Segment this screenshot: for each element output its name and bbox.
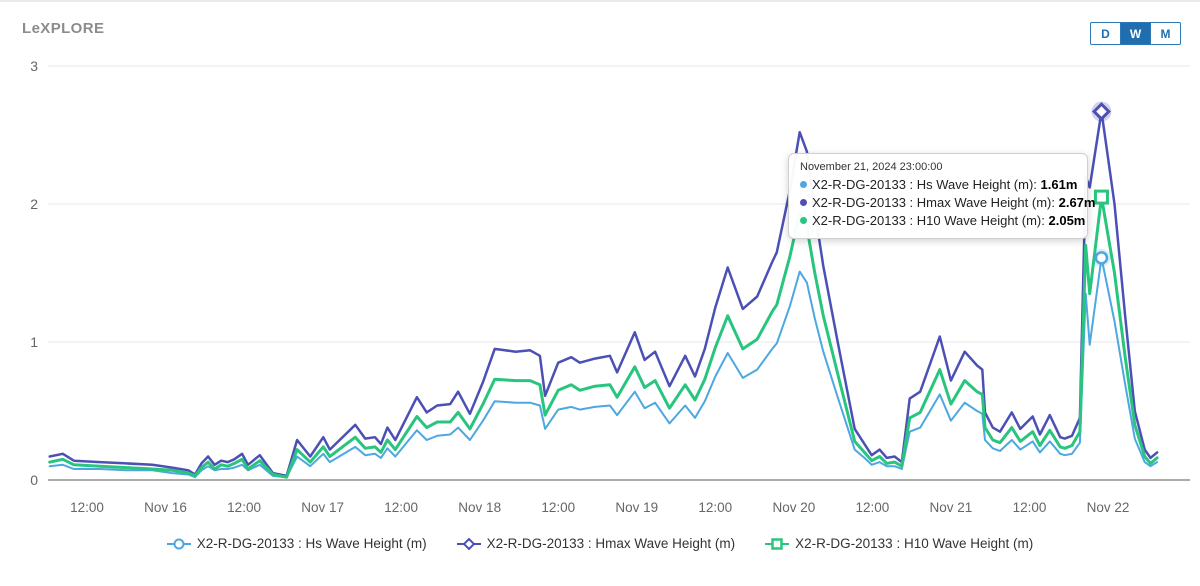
x-tick-label: Nov 19	[615, 500, 658, 515]
x-tick-label: 12:00	[1013, 500, 1047, 515]
x-tick-label: 12:00	[855, 500, 889, 515]
tooltip-timestamp: November 21, 2024 23:00:00	[800, 161, 943, 173]
tooltip-row-label: X2-R-DG-20133 : Hs Wave Height (m):	[812, 177, 1037, 192]
hs-circle-marker-icon	[166, 537, 191, 551]
x-tick-label: Nov 20	[772, 500, 815, 515]
y-tick-label: 2	[30, 196, 38, 212]
legend-item-hs[interactable]: X2-R-DG-20133 : Hs Wave Height (m)	[166, 536, 427, 551]
series-line-hs	[48, 256, 1159, 479]
hmax-diamond-marker-icon	[456, 537, 481, 551]
legend-label: X2-R-DG-20133 : Hs Wave Height (m)	[196, 536, 427, 551]
hs-highlight-circle-marker[interactable]	[1094, 251, 1109, 265]
x-tick-label: 12:00	[698, 500, 732, 515]
h10-series-bullet-icon	[800, 217, 807, 224]
hmax-highlight-diamond-marker[interactable]	[1091, 102, 1111, 122]
hs-series-bullet-icon	[800, 181, 807, 188]
page-title: LeXPLORE	[22, 20, 105, 37]
tooltip-row-value: 2.67m	[1058, 195, 1096, 210]
tooltip-row-h10: X2-R-DG-20133 : H10 Wave Height (m): 2.0…	[800, 212, 1085, 230]
x-tick-label: Nov 18	[458, 500, 501, 515]
chart-legend: X2-R-DG-20133 : Hs Wave Height (m) X2-R-…	[0, 536, 1200, 551]
range-toggle: D W M	[1090, 22, 1181, 45]
x-tick-label: 12:00	[384, 500, 418, 515]
tooltip-row-value: 1.61m	[1040, 177, 1078, 192]
x-tick-label: Nov 16	[144, 500, 187, 515]
y-tick-label: 3	[30, 58, 38, 74]
x-tick-label: 12:00	[70, 500, 104, 515]
series-line-h10	[48, 195, 1159, 479]
series-line-hmax	[48, 110, 1159, 478]
chart-tooltip: November 21, 2024 23:00:00 X2-R-DG-20133…	[788, 153, 1095, 239]
x-tick-label: Nov 17	[301, 500, 344, 515]
h10-highlight-square-marker[interactable]	[1093, 189, 1109, 205]
y-tick-label: 1	[30, 334, 38, 350]
h10-square-marker-icon	[765, 537, 790, 551]
y-tick-label: 0	[30, 472, 38, 488]
x-tick-label: Nov 21	[930, 500, 973, 515]
tooltip-row-hs: X2-R-DG-20133 : Hs Wave Height (m): 1.61…	[800, 176, 1078, 194]
tooltip-row-hmax: X2-R-DG-20133 : Hmax Wave Height (m): 2.…	[800, 194, 1095, 212]
legend-item-hmax[interactable]: X2-R-DG-20133 : Hmax Wave Height (m)	[456, 536, 736, 551]
tooltip-row-value: 2.05m	[1048, 213, 1086, 228]
tooltip-row-label: X2-R-DG-20133 : Hmax Wave Height (m):	[812, 195, 1055, 210]
x-tick-label: 12:00	[227, 500, 261, 515]
x-tick-label: Nov 22	[1087, 500, 1130, 515]
range-button-week[interactable]: W	[1120, 22, 1151, 45]
legend-item-h10[interactable]: X2-R-DG-20133 : H10 Wave Height (m)	[765, 536, 1033, 551]
legend-label: X2-R-DG-20133 : Hmax Wave Height (m)	[486, 536, 736, 551]
tooltip-row-label: X2-R-DG-20133 : H10 Wave Height (m):	[812, 213, 1045, 228]
range-button-day[interactable]: D	[1090, 22, 1121, 45]
legend-label: X2-R-DG-20133 : H10 Wave Height (m)	[795, 536, 1034, 551]
range-button-month[interactable]: M	[1150, 22, 1181, 45]
x-tick-label: 12:00	[541, 500, 575, 515]
hmax-series-bullet-icon	[800, 199, 807, 206]
